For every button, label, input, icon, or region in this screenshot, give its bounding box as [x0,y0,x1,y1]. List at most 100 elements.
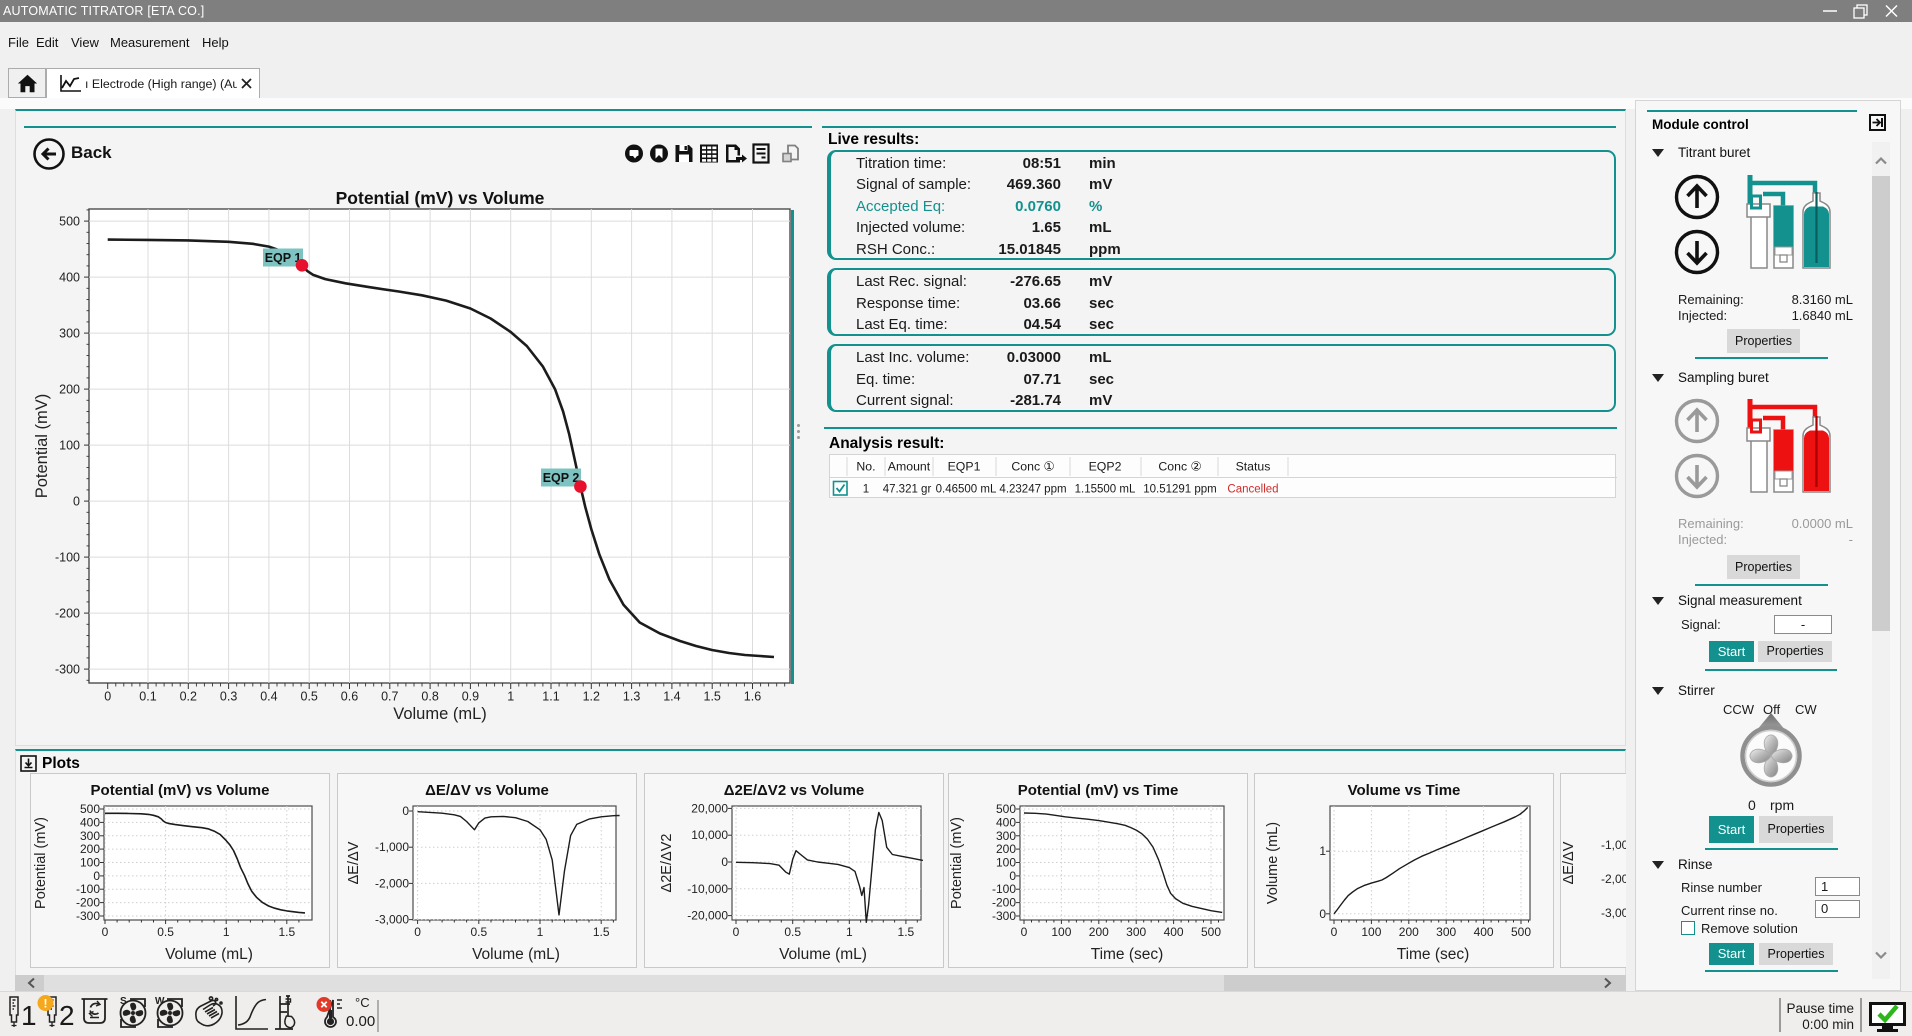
svg-text:-300: -300 [55,662,80,676]
svg-text:0.5: 0.5 [301,690,318,704]
svg-text:EQP2: EQP2 [1089,460,1122,474]
svg-text:1: 1 [537,925,544,939]
svg-text:S: S [120,996,127,1007]
svg-text:0: 0 [102,925,109,939]
svg-text:100: 100 [1051,925,1071,939]
svg-text:0: 0 [414,925,421,939]
svg-text:300: 300 [996,829,1016,843]
svg-text:°C: °C [355,995,370,1010]
svg-text:200: 200 [1399,925,1419,939]
svg-text:1: 1 [223,925,230,939]
svg-text:Volume (mL): Volume (mL) [393,705,487,723]
svg-text:ΔE/ΔV: ΔE/ΔV [346,841,362,884]
svg-text:4.23247 ppm: 4.23247 ppm [999,484,1066,496]
svg-text:Potential (mV): Potential (mV) [949,817,965,909]
svg-text:0.9: 0.9 [462,690,479,704]
svg-text:-300: -300 [992,909,1016,923]
svg-text:100: 100 [80,856,100,870]
svg-text:1.1: 1.1 [542,690,559,704]
svg-text:0: 0 [1331,925,1338,939]
svg-text:500: 500 [59,214,80,228]
svg-text:0.7: 0.7 [381,690,398,704]
svg-text:0.1: 0.1 [139,690,156,704]
svg-text:-3,000: -3,000 [375,913,409,927]
svg-text:0.5: 0.5 [470,925,487,939]
svg-text:0.3: 0.3 [220,690,237,704]
svg-text:Potential (mV) vs Volume: Potential (mV) vs Volume [336,188,545,208]
svg-text:300: 300 [1126,925,1146,939]
svg-text:1: 1 [1319,844,1326,858]
svg-text:1.15500 mL: 1.15500 mL [1075,484,1136,496]
svg-text:300: 300 [80,829,100,843]
svg-text:Amount: Amount [888,460,931,474]
svg-text:EQP 1: EQP 1 [265,251,302,265]
svg-text:300: 300 [59,326,80,340]
svg-text:100: 100 [1361,925,1381,939]
svg-text:Conc ②: Conc ② [1158,460,1201,474]
svg-text:1.4: 1.4 [663,690,680,704]
svg-text:Cancelled: Cancelled [1227,484,1278,496]
svg-text:1.5: 1.5 [898,925,915,939]
svg-text:-2,000: -2,000 [375,876,409,890]
svg-text:!: ! [44,997,48,1011]
svg-text:500: 500 [80,802,100,816]
svg-text:-1,000: -1,000 [375,840,409,854]
svg-text:0.5: 0.5 [157,925,174,939]
svg-text:1: 1 [507,690,514,704]
svg-text:0.2: 0.2 [180,690,197,704]
svg-text:10.51291 ppm: 10.51291 ppm [1143,484,1217,496]
svg-text:100: 100 [59,438,80,452]
svg-text:Δ2E/ΔV2: Δ2E/ΔV2 [659,834,675,893]
svg-text:0: 0 [73,494,80,508]
svg-text:0: 0 [402,804,409,818]
svg-text:1.2: 1.2 [583,690,600,704]
svg-text:Volume (mL): Volume (mL) [165,946,253,963]
svg-text:-200: -200 [992,896,1016,910]
svg-text:0.46500 mL: 0.46500 mL [936,484,997,496]
svg-text:Time (sec): Time (sec) [1091,946,1164,963]
svg-text:Volume (mL): Volume (mL) [472,946,560,963]
svg-text:200: 200 [996,842,1016,856]
svg-text:EQP 2: EQP 2 [543,471,580,485]
svg-text:500: 500 [996,802,1016,816]
svg-text:-100: -100 [55,550,80,564]
svg-text:400: 400 [996,815,1016,829]
svg-text:-1,000: -1,000 [1601,838,1626,852]
svg-text:ΔE/ΔV: ΔE/ΔV [1561,841,1577,884]
svg-text:1.3: 1.3 [623,690,640,704]
svg-text:300: 300 [1436,925,1456,939]
svg-text:0.00: 0.00 [346,1013,375,1030]
svg-text:-10,000: -10,000 [687,882,728,896]
svg-text:500: 500 [1201,925,1221,939]
svg-text:0.5: 0.5 [784,925,801,939]
svg-text:0.8: 0.8 [421,690,438,704]
svg-text:-300: -300 [76,909,100,923]
svg-text:1: 1 [846,925,853,939]
svg-text:0: 0 [1009,869,1016,883]
svg-text:-200: -200 [55,606,80,620]
svg-text:2: 2 [59,1000,75,1031]
svg-text:-100: -100 [76,882,100,896]
svg-text:-3,000: -3,000 [1601,906,1626,920]
svg-text:1.6: 1.6 [744,690,761,704]
svg-text:Conc ①: Conc ① [1011,460,1054,474]
svg-text:-2,000: -2,000 [1601,872,1626,886]
svg-text:0: 0 [104,690,111,704]
svg-text:47.321 gr: 47.321 gr [883,484,932,496]
svg-text:1.5: 1.5 [593,925,610,939]
svg-text:0.6: 0.6 [341,690,358,704]
svg-text:-200: -200 [76,896,100,910]
svg-text:0: 0 [1021,925,1028,939]
svg-text:200: 200 [1089,925,1109,939]
svg-text:-100: -100 [992,882,1016,896]
svg-text:1: 1 [21,1000,37,1031]
svg-text:400: 400 [1474,925,1494,939]
svg-text:-20,000: -20,000 [687,909,728,923]
svg-text:1.5: 1.5 [278,925,295,939]
svg-text:No.: No. [856,460,875,474]
svg-text:0: 0 [721,855,728,869]
svg-text:Potential (mV): Potential (mV) [33,394,51,499]
svg-text:Time (sec): Time (sec) [1397,946,1470,963]
svg-text:Volume (mL): Volume (mL) [779,946,867,963]
svg-text:1: 1 [863,484,869,496]
